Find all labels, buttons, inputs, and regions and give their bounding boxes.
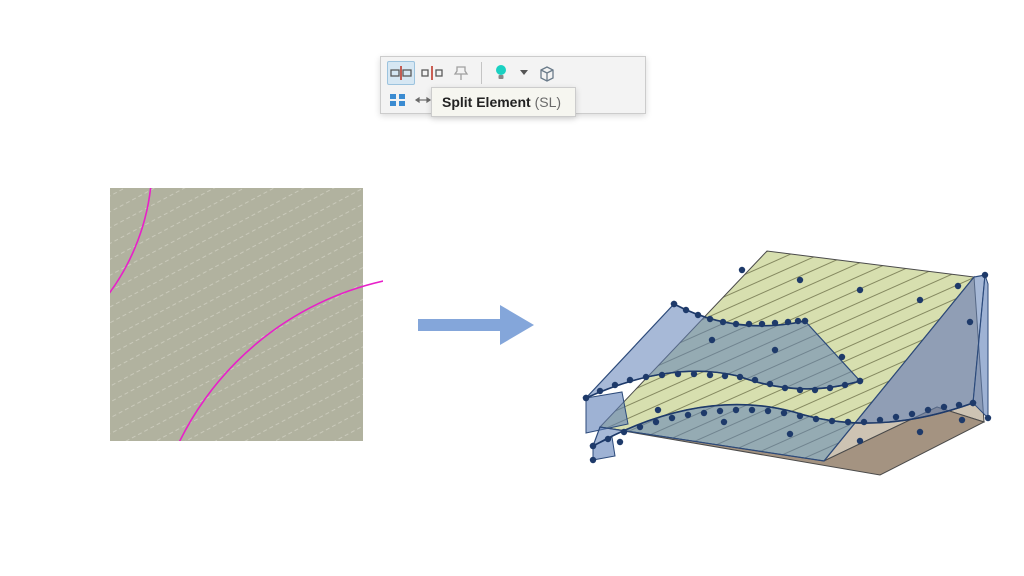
toolbar-row-1 xyxy=(381,57,645,89)
transform-arrow-icon xyxy=(418,303,534,352)
tooltip-shortcut: (SL) xyxy=(535,94,561,110)
view-cube-button[interactable] xyxy=(534,62,560,84)
pin-button[interactable] xyxy=(449,62,475,84)
lightbulb-button[interactable] xyxy=(488,62,514,84)
bulb-dropdown-icon[interactable] xyxy=(518,62,530,84)
split-element-button[interactable] xyxy=(387,61,415,85)
modify-toolbar: Split Element (SL) xyxy=(380,56,646,114)
toolbar-separator xyxy=(481,62,482,84)
tooltip-label: Split Element xyxy=(442,94,531,110)
split-with-gap-button[interactable] xyxy=(419,62,445,84)
flat-plan-view xyxy=(110,188,383,441)
toposurface-3d-view xyxy=(560,232,992,487)
split-element-tooltip: Split Element (SL) xyxy=(431,87,576,117)
array-button[interactable] xyxy=(387,91,409,109)
